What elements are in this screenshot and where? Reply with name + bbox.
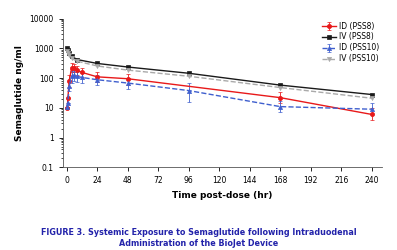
Legend: ID (PSS8), IV (PSS8), ID (PSS10), IV (PSS10): ID (PSS8), IV (PSS8), ID (PSS10), IV (PS… (320, 20, 380, 65)
Text: FIGURE 3. Systemic Exposure to Semaglutide following Intraduodenal
Administratio: FIGURE 3. Systemic Exposure to Semagluti… (40, 228, 357, 248)
Y-axis label: Semaglutide ng/ml: Semaglutide ng/ml (15, 45, 24, 141)
X-axis label: Time post-dose (hr): Time post-dose (hr) (172, 191, 273, 200)
